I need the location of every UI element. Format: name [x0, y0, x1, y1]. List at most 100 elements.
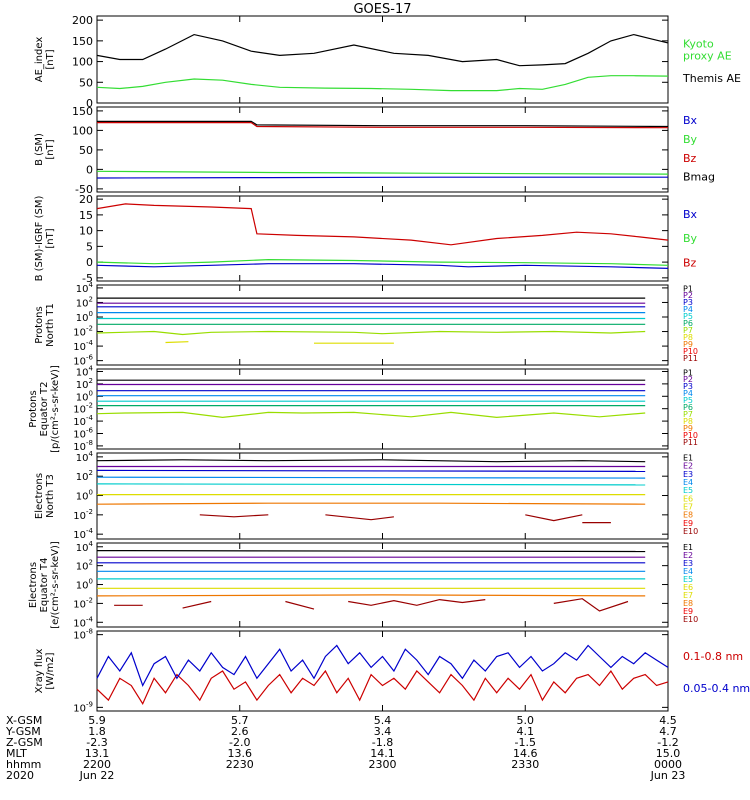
ytick-label-5-1: 102 [76, 469, 93, 483]
series-5-E10a [199, 514, 269, 518]
ytick-label-4-2: 100 [76, 389, 93, 403]
legend-5-2-0: E3 [683, 470, 693, 479]
panel-frame-4 [96, 368, 669, 450]
series-3-P7 [96, 330, 646, 336]
legend-3-1-0: P2 [683, 291, 693, 300]
footer-value-0-0: 5.9 [88, 714, 106, 727]
footer-label-0: X-GSM [6, 714, 42, 727]
ytick-label-6-3: 10-2 [73, 596, 93, 610]
ytick-label-6-4: 10-4 [73, 615, 93, 629]
footer-value-0-3: 13.1 [85, 747, 110, 760]
ylabel-7-1: [W/m2] [45, 652, 56, 689]
footer-value-4-5: Jun 23 [650, 769, 686, 782]
series-2-Bz [96, 203, 669, 246]
series-0-Themis-AE [96, 33, 669, 67]
legend-3-5-0: P6 [683, 319, 693, 328]
series-1-By [96, 170, 669, 175]
ytick-label-5-0: 104 [76, 450, 94, 464]
footer-value-3-1: 4.1 [517, 725, 535, 738]
legend-5-4-0: E5 [683, 486, 693, 495]
footer-value-4-2: -1.2 [657, 736, 678, 749]
ylabel-1-1: [nT] [45, 139, 56, 159]
ytick-label-2-5: -5 [82, 272, 93, 285]
legend-4-7-0: P8 [683, 417, 693, 426]
series-5-E4 [96, 476, 646, 479]
footer-value-2-4: 2300 [369, 758, 397, 771]
ytick-label-1-0: 150 [72, 105, 93, 118]
panel-frame-6 [96, 542, 669, 628]
legend-3-6-0: P7 [683, 326, 693, 335]
legend-4-5-0: P6 [683, 403, 693, 412]
ylabel-6-1: Equator T4 [39, 558, 50, 613]
legend-5-1-0: E2 [683, 462, 693, 471]
legend-1-2-0: Bz [683, 152, 697, 165]
legend-5-3-0: E4 [683, 478, 693, 487]
series-6-E8 [96, 594, 646, 597]
series-1-Bx [96, 176, 668, 179]
footer-value-1-4: 2230 [226, 758, 254, 771]
legend-7-1-0: 0.05-0.4 nm [683, 682, 750, 695]
series-7-0.1-0.8-nm [96, 669, 669, 705]
legend-4-1-0: P2 [683, 375, 693, 384]
footer-value-0-5: Jun 22 [79, 769, 115, 782]
ytick-label-2-3: 5 [86, 240, 93, 253]
legend-6-2-0: E3 [683, 559, 693, 568]
ytick-label-4-6: 10-8 [73, 439, 93, 453]
ytick-label-2-2: 10 [79, 225, 93, 238]
ytick-label-1-4: -50 [75, 183, 93, 196]
ytick-label-0-2: 100 [72, 56, 93, 69]
legend-6-5-0: E6 [683, 583, 693, 592]
legend-4-8-0: P9 [683, 424, 693, 433]
ytick-label-6-0: 104 [76, 540, 94, 554]
ytick-label-4-3: 10-2 [73, 402, 93, 416]
ytick-label-1-3: 0 [86, 163, 93, 176]
ytick-label-7-0: 10-8 [73, 628, 93, 642]
ytick-label-2-4: 0 [86, 256, 93, 269]
footer-value-4-1: 4.7 [659, 725, 677, 738]
series-5-E5 [96, 483, 646, 486]
ytick-label-7-1: 10-9 [73, 700, 93, 714]
ylabel-2-1: [nT] [45, 228, 56, 248]
ytick-label-5-2: 100 [76, 489, 93, 503]
legend-4-4-0: P5 [683, 396, 693, 405]
legend-2-0-0: Bx [683, 208, 698, 221]
legend-6-1-0: E2 [683, 551, 693, 560]
footer-value-2-2: -1.8 [372, 736, 393, 749]
series-1-Bmag [97, 120, 669, 128]
ytick-label-1-1: 100 [72, 124, 93, 137]
series-6-E1 [96, 549, 646, 553]
footer-label-4: hhmm [6, 758, 41, 771]
legend-6-8-0: E9 [683, 607, 693, 616]
footer-value-4-4: 0000 [654, 758, 682, 771]
footer-value-0-1: 1.8 [88, 725, 106, 738]
ylabel-4-2: [p/(cm²-s-sr-keV)] [50, 365, 61, 453]
legend-1-1-0: By [683, 133, 698, 146]
footer-value-2-1: 3.4 [374, 725, 392, 738]
footer-value-0-2: -2.3 [86, 736, 107, 749]
series-2-Bx [96, 263, 669, 269]
ytick-label-3-4: 10-4 [73, 339, 93, 353]
legend-3-2-0: P3 [683, 298, 693, 307]
legend-0-0-1: proxy AE [683, 49, 732, 62]
legend-3-10-0: P11 [683, 354, 698, 363]
legend-5-7-0: E8 [683, 511, 693, 520]
series-5-E1 [96, 459, 646, 463]
legend-5-0-0: E1 [683, 453, 693, 462]
ylabel-3-0: Protons [34, 306, 45, 343]
ytick-label-4-0: 104 [76, 364, 94, 378]
legend-3-0-0: P1 [683, 284, 693, 293]
ylabel-0-0: AE_index [34, 37, 45, 83]
ytick-label-3-1: 102 [76, 295, 93, 309]
ytick-label-5-4: 10-4 [73, 527, 93, 541]
footer-label-2: Z-GSM [6, 736, 43, 749]
panel-frame-1 [96, 106, 669, 193]
legend-3-3-0: P4 [683, 305, 693, 314]
series-6-E10b [182, 600, 212, 609]
series-4-P7 [96, 411, 646, 419]
legend-1-3-0: Bmag [683, 171, 715, 184]
legend-3-9-0: P10 [683, 347, 698, 356]
legend-1-0-0: Bx [683, 114, 698, 127]
legend-6-3-0: E4 [683, 567, 693, 576]
footer-label-1: Y-GSM [5, 725, 41, 738]
